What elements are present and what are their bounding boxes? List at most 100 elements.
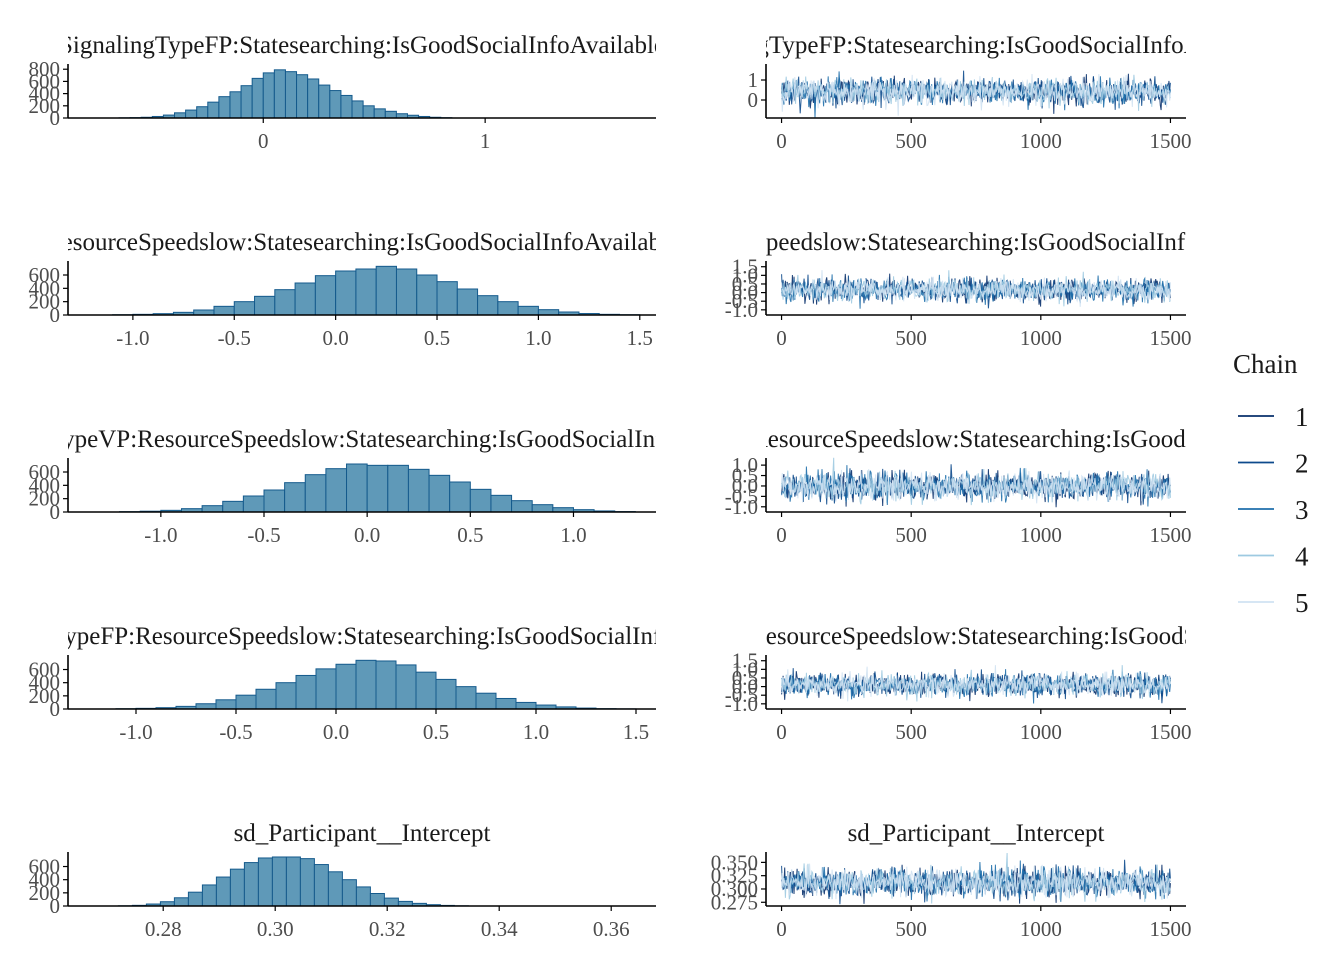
- y-tick-label: -1.0: [725, 298, 758, 322]
- histogram-bar: [207, 101, 220, 118]
- trace-line-chain-5: [781, 469, 1171, 504]
- histogram-bar: [173, 897, 189, 906]
- legend-label: 4: [1295, 542, 1309, 572]
- histogram-bar: [395, 268, 418, 315]
- y-tick-label: -0.5: [725, 289, 758, 313]
- y-tick-label: 400: [29, 276, 61, 300]
- trace-panel-4: SignalingTypeFP:ResourceSpeedslow:States…: [569, 623, 1344, 744]
- histogram-bar: [456, 288, 479, 315]
- x-tick-label: 0: [776, 720, 787, 744]
- histogram-bar: [255, 688, 277, 709]
- histogram-bar: [495, 697, 517, 709]
- x-tick-label: 0.36: [593, 917, 630, 941]
- y-tick-label: 200: [29, 290, 61, 314]
- histogram-bar: [185, 109, 198, 118]
- y-tick-label: 400: [29, 82, 61, 106]
- y-tick-label: 400: [29, 671, 61, 695]
- histogram-bar: [318, 84, 331, 118]
- legend-label: 2: [1295, 449, 1309, 479]
- histogram-bar: [531, 504, 554, 512]
- y-tick-label: 200: [29, 684, 61, 708]
- legend-item-3: 3: [1238, 495, 1309, 525]
- histogram-bar: [284, 71, 298, 118]
- histogram-bar: [251, 77, 264, 118]
- trace-panel-1: SignalingTypeFP:Statesearching:IsGoodSoc…: [748, 32, 1192, 153]
- y-tick-label: 0.325: [711, 864, 758, 888]
- histogram-bar: [407, 468, 430, 512]
- histogram-bar: [233, 301, 256, 315]
- trace-line-chain-3: [781, 465, 1171, 507]
- histogram-bar: [475, 692, 497, 709]
- trace-panel-3: SignalingTypeVP:ResourceSpeedslow:States…: [567, 426, 1344, 547]
- x-tick-label: 1000: [1020, 523, 1062, 547]
- histogram-bar: [296, 74, 309, 118]
- panel-title: SignalingTypeFP:ResourceSpeedslow:States…: [569, 623, 1344, 650]
- histogram-panel-4: SignalingTypeFP:ResourceSpeedslow:States…: [29, 623, 656, 744]
- x-tick-label: 1.0: [560, 523, 586, 547]
- y-tick-label: -0.5: [725, 484, 758, 508]
- x-tick-label: 500: [895, 523, 927, 547]
- histogram-bar: [335, 270, 357, 315]
- histogram-bar: [285, 856, 301, 906]
- histogram-bar: [196, 106, 209, 118]
- legend-label: 5: [1295, 588, 1309, 618]
- x-tick-label: -1.0: [144, 523, 177, 547]
- x-tick-label: 0.0: [354, 523, 380, 547]
- histogram-bar: [346, 463, 368, 512]
- y-tick-label: 1.0: [732, 263, 758, 287]
- histogram-panel-5: sd_Participant__Intercept 0.28 0.30 0.32 0.3…: [29, 820, 656, 941]
- y-tick-label: 800: [29, 57, 61, 81]
- histogram-bar: [384, 110, 397, 118]
- x-tick-label: 1: [480, 129, 491, 153]
- x-tick-label: 1.5: [623, 720, 649, 744]
- histogram-bar: [435, 678, 457, 709]
- y-tick-label: 600: [29, 658, 61, 682]
- histogram-panel-2: ResourceSpeedslow:Statesearching:IsGoodS…: [29, 229, 656, 350]
- histogram-bar: [229, 868, 245, 906]
- histogram-bar: [284, 482, 306, 512]
- x-tick-label: -0.5: [247, 523, 280, 547]
- histogram-bar: [351, 100, 364, 118]
- x-tick-label: 0.32: [369, 917, 406, 941]
- trace-panel-5: sd_Participant__Intercept 0 500 1000 1500 0.2…: [711, 820, 1192, 941]
- panel-title: sd_Participant__Intercept: [234, 820, 491, 847]
- histogram-bar: [383, 897, 399, 906]
- histogram-bar: [369, 893, 385, 906]
- x-tick-label: 1.0: [525, 326, 551, 350]
- panel-title: SignalingTypeFP:Statesearching:IsGoodSoc…: [59, 32, 665, 59]
- y-tick-label: 1.5: [732, 255, 758, 279]
- x-tick-label: 1500: [1149, 720, 1191, 744]
- histogram-bar: [340, 94, 353, 118]
- histogram-bar: [229, 91, 242, 118]
- trace-line-chain-5: [781, 863, 1171, 900]
- panels: SignalingTypeFP:Statesearching:IsGoodSoc…: [29, 32, 1344, 941]
- x-tick-label: 1.5: [627, 326, 653, 350]
- y-tick-label: 1.5: [732, 649, 758, 673]
- histogram-bar: [201, 884, 217, 906]
- histogram-bar: [329, 90, 342, 118]
- legend-item-5: 5: [1238, 588, 1309, 618]
- y-tick-label: 0.0: [732, 281, 758, 305]
- y-tick-label: 0.350: [711, 850, 758, 874]
- panel-title: SignalingTypeVP:ResourceSpeedslow:States…: [567, 426, 1344, 453]
- x-tick-label: 0.5: [424, 326, 450, 350]
- histogram-bar: [477, 295, 499, 315]
- y-tick-label: 600: [29, 855, 61, 879]
- y-tick-label: 1: [748, 68, 759, 92]
- histogram-bar: [366, 464, 389, 512]
- histogram-bar: [469, 488, 492, 512]
- x-tick-label: 1500: [1149, 523, 1191, 547]
- histogram-bar: [341, 879, 357, 906]
- y-tick-label: 0: [50, 303, 61, 327]
- trace-line-chain-5: [781, 270, 1171, 307]
- x-tick-label: 1000: [1020, 326, 1062, 350]
- histogram-bar: [395, 664, 417, 709]
- panel-title: sd_Participant__Intercept: [848, 820, 1105, 847]
- histogram-bar: [355, 886, 371, 906]
- y-tick-label: -1.0: [725, 692, 758, 716]
- x-tick-label: 1.0: [523, 720, 549, 744]
- y-tick-label: 0.0: [732, 675, 758, 699]
- x-tick-label: 0.34: [481, 917, 518, 941]
- histogram-bar: [257, 857, 273, 906]
